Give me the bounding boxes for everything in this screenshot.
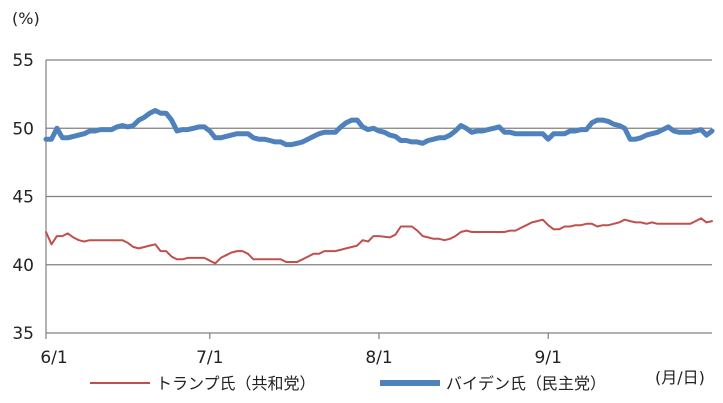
y-axis-unit-label: (%) [12,9,40,28]
series-line-1 [45,217,713,265]
x-tick-label: 8/1 [365,348,392,368]
axes [45,60,712,339]
series-lines [43,108,715,265]
legend-label-2: バイデン氏（民主党） [446,374,606,393]
y-tick-label: 45 [12,188,34,208]
y-tick-label: 50 [12,119,34,139]
legend: トランプ氏（共和党） バイデン氏（民主党） [90,374,606,393]
y-tick-label: 55 [12,51,34,71]
series-line-2 [43,108,715,148]
gridlines [46,59,712,266]
y-tick-label: 40 [12,256,34,276]
x-tick-label: 9/1 [535,348,562,368]
y-tick-labels: 35 40 45 50 55 [12,51,34,344]
y-tick-label: 35 [12,324,34,344]
x-tick-labels: 6/1 7/1 8/1 9/1 [40,348,562,368]
x-tick-label: 6/1 [40,348,67,368]
x-tick-label: 7/1 [196,348,223,368]
x-axis-unit-label: (月/日) [655,368,705,387]
legend-label-1: トランプ氏（共和党） [156,374,316,393]
